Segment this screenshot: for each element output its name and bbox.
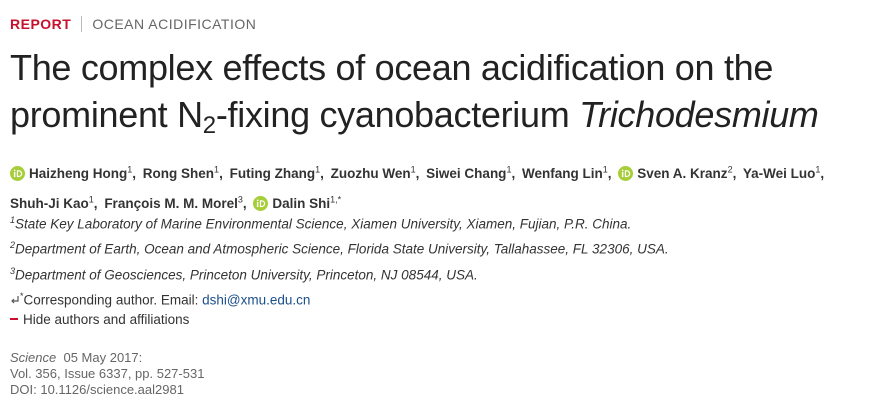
author-affiliation: 1 [214,164,220,174]
author-name[interactable]: Zuozhu Wen [330,165,411,181]
author-name[interactable]: Siwei Chang [426,165,507,181]
author-name[interactable]: Ya-Wei Luo [742,165,816,181]
title-text: prominent N [10,94,203,135]
journal: Science [10,350,57,365]
affiliation: 1State Key Laboratory of Marine Environm… [10,215,631,232]
author-separator: , [511,165,516,181]
author-name[interactable]: Dalin Shi [272,196,331,211]
author-affiliation: 1 [815,164,821,174]
author-affiliation: 1 [127,164,133,174]
toggle-authors[interactable]: Hide authors and affiliations [10,312,189,327]
author-name[interactable]: Futing Zhang [229,165,316,181]
author-affiliation: 2 [727,164,733,174]
author: Rong Shen1, [142,164,223,181]
author-affiliation: 1 [88,194,94,205]
author: Futing Zhang1, [229,164,324,181]
date: 05 May 2017: [63,350,143,365]
author-affiliation: 1 [602,164,608,174]
title-line: The complex effects of ocean acidificati… [10,47,774,88]
author-separator: , [732,165,737,181]
affiliation-number: 3 [10,266,16,276]
author: Haizheng Hong1, [10,164,137,181]
author: Zuozhu Wen1, [330,164,420,181]
affiliation-text: Department of Geosciences, Princeton Uni… [15,267,478,283]
author-separator: , [93,196,98,211]
corresponding-text: Corresponding author. Email: [23,292,203,308]
author: Wenfang Lin1, [521,164,612,181]
divider [81,16,83,32]
author-name[interactable]: Rong Shen [142,165,215,181]
affiliation-number: 2 [10,240,16,250]
author: Ya-Wei Luo1, [742,164,825,181]
author-name[interactable]: Sven A. Kranz [637,165,728,181]
affiliation-text: State Key Laboratory of Marine Environme… [15,216,632,232]
orcid-icon[interactable] [618,165,634,181]
title: The complex effects of ocean acidificati… [10,44,819,138]
author-name[interactable]: François M. M. Morel [104,196,238,211]
title-text: -fixing cyanobacterium [215,94,580,135]
author-affiliation: 3 [237,194,243,205]
author-name[interactable]: Shuh-Ji Kao [10,196,89,211]
title-subscript: 2 [202,112,216,139]
affiliation-text: Department of Earth, Ocean and Atmospher… [15,241,669,257]
affiliation-number: 1 [10,215,16,225]
header: REPORT OCEAN ACIDIFICATION [10,16,256,32]
author-separator: , [242,196,247,211]
volume: Vol. 356, Issue 6337, pp. 527-531 [10,366,205,381]
return-icon [11,295,19,303]
author-name[interactable]: Wenfang Lin [521,165,603,181]
author-separator: , [219,165,223,181]
orcid-icon[interactable] [10,165,25,181]
author: François M. M. Morel3, [104,194,247,212]
author-affiliation: 1 [410,164,416,174]
toggle-text[interactable]: Hide authors and affiliations [23,312,190,327]
minus-icon [10,318,18,320]
author: Siwei Chang1, [426,164,516,181]
author: Dalin Shi1,* [253,194,342,211]
author-separator: , [132,165,137,181]
title-italic: Trichodesmium [579,94,819,135]
author-separator: , [320,165,324,181]
orcid-icon[interactable] [253,196,269,211]
corresponding-mark: * [20,291,24,301]
author: Sven A. Kranz2, [618,164,737,181]
author-separator: , [607,165,612,181]
author-name[interactable]: Haizheng Hong [29,165,128,181]
author-separator: , [820,165,825,181]
author-affiliation: 1 [506,164,512,174]
affiliation: 2Department of Earth, Ocean and Atmosphe… [10,240,669,257]
author-affiliation: 1 [315,164,321,174]
category-label[interactable]: OCEAN ACIDIFICATION [92,16,257,32]
section-label[interactable]: REPORT [10,16,72,32]
author-separator: , [415,165,420,181]
author-affiliation: 1,* [330,194,342,205]
email-link[interactable]: dshi@xmu.edu.cn [202,292,311,308]
doi[interactable]: DOI: 10.1126/science.aal2981 [10,382,184,397]
citation: Science 05 May 2017: Vol. 356, Issue 633… [10,350,204,398]
author: Shuh-Ji Kao1, [10,194,98,212]
author-list: Haizheng Hong1, Rong Shen1, Futing Zhang… [10,156,880,217]
corresponding: *Corresponding author. Email: dshi@xmu.e… [10,291,310,308]
citation-line: Science 05 May 2017: [10,350,204,366]
affiliation: 3Department of Geosciences, Princeton Un… [10,266,478,283]
